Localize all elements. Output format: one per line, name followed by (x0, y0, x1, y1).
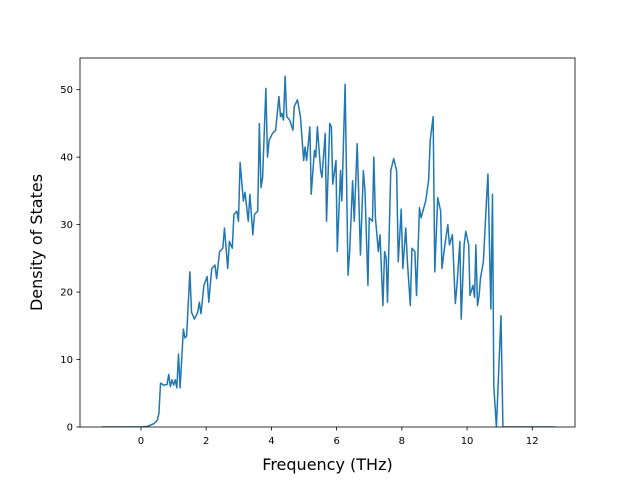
y-tick-label: 0 (67, 423, 73, 434)
x-tick-label: 6 (333, 436, 339, 447)
x-tick-label: 12 (526, 436, 539, 447)
line-series (101, 75, 556, 427)
x-axis-label: Frequency (THz) (262, 455, 392, 474)
y-tick-label: 20 (60, 288, 73, 299)
axes-frame (79, 57, 576, 428)
x-tick-label: 10 (461, 436, 474, 447)
y-axis-label: Density of States (27, 174, 46, 311)
y-tick-label: 40 (60, 153, 73, 164)
x-tick-label: 0 (138, 436, 144, 447)
y-tick-label: 10 (60, 355, 73, 366)
y-tick-label: 30 (60, 220, 73, 231)
y-tick-label: 50 (60, 85, 73, 96)
x-tick-label: 4 (268, 436, 274, 447)
x-tick-label: 2 (203, 436, 209, 447)
x-tick-label: 8 (399, 436, 405, 447)
